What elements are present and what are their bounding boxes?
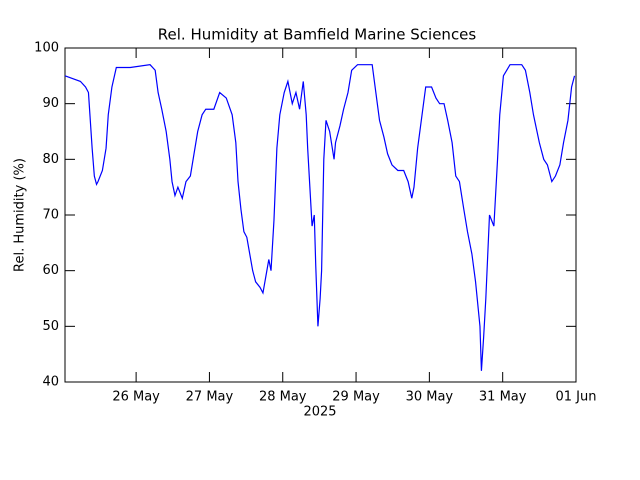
x-tick-label: 01 Jun <box>556 390 597 405</box>
x-tick-label: 29 May <box>332 390 380 405</box>
y-tick-label: 50 <box>42 319 59 334</box>
x-tick-label: 27 May <box>186 390 234 405</box>
y-tick-label: 60 <box>42 263 59 278</box>
y-tick-label: 70 <box>42 208 59 223</box>
x-tick-label: 30 May <box>406 390 454 405</box>
x-tick-label: 26 May <box>112 390 160 405</box>
y-tick-label: 80 <box>42 152 59 167</box>
data-line <box>64 64 576 371</box>
chart-title: Rel. Humidity at Bamfield Marine Science… <box>158 26 477 44</box>
x-tick-label: 28 May <box>259 390 307 405</box>
x-axis-label: 2025 <box>303 405 336 420</box>
y-tick-label: 100 <box>34 41 59 56</box>
y-tick-label: 40 <box>42 375 59 390</box>
y-tick-label: 90 <box>42 96 59 111</box>
x-tick-label: 31 May <box>479 390 527 405</box>
y-axis-label: Rel. Humidity (%) <box>13 158 28 272</box>
